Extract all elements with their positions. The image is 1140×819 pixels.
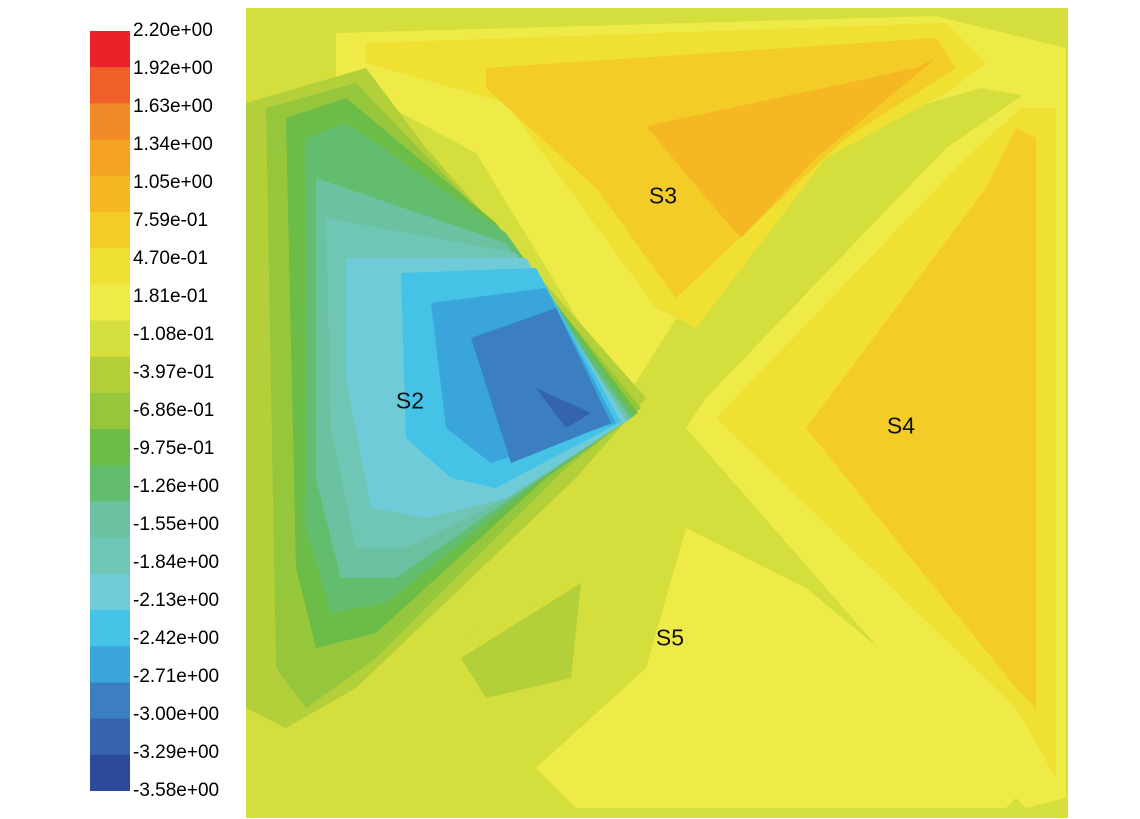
region-labels: S2 S3 S4 S5 [246,8,1068,818]
colorbar-tick-label: -3.00e+00 [133,704,220,725]
region-label-s3: S3 [648,182,678,209]
contour-band-s2-10 [471,308,611,463]
colorbar-swatch [90,573,130,611]
colorbar-tick-label: -2.13e+00 [133,590,220,611]
colorbar-swatch [90,356,130,394]
colorbar-swatch [90,501,130,539]
colorbar-tick-label: 1.63e+00 [133,96,213,117]
contour-band-s5-dark [461,583,581,698]
region-label-s4: S4 [886,412,916,439]
colorbar-tick-label: 7.59e-01 [133,210,209,231]
colorbar-swatch [90,31,130,68]
colorbar-swatch [90,646,130,683]
colorbar-tick-label: -1.55e+00 [133,514,220,535]
colorbar-swatch [90,320,130,358]
colorbar-tick-label: 2.20e+00 [133,20,213,41]
colorbar-swatch [90,175,130,213]
region-label-s5: S5 [655,624,685,651]
colorbar-tick-label: -3.29e+00 [133,742,220,763]
colorbar-swatch [90,103,130,141]
colorbar-swatch [90,465,130,502]
contour-band-s2-11 [536,388,591,428]
colorbar-tick-label: -1.84e+00 [133,552,220,573]
colorbar [90,31,130,791]
colorbar-tick-label: -6.86e-01 [133,400,215,421]
colorbar-tick-label: -3.97e-01 [133,362,215,383]
colorbar-tick-label: -9.75e-01 [133,438,215,459]
colorbar-swatch [90,392,130,430]
colorbar-tick-label: 4.70e-01 [133,248,209,269]
colorbar-swatch [90,67,130,104]
colorbar-swatch [90,211,130,249]
colorbar-swatch [90,682,130,720]
colorbar-tick-label: -1.26e+00 [133,476,220,497]
colorbar-swatch [90,718,130,756]
colorbar-labels: 2.20e+00 1.92e+00 1.63e+00 1.34e+00 1.05e+00… [133,0,253,819]
colorbar-tick-label: -2.42e+00 [133,628,220,649]
colorbar-swatch [90,284,130,322]
colorbar-swatch [90,248,130,285]
colorbar-tick-label: 1.34e+00 [133,134,213,155]
colorbar-swatch [90,429,130,466]
colorbar-tick-label: 1.05e+00 [133,172,213,193]
colorbar-swatch [90,139,130,177]
contour-plot [246,8,1068,818]
colorbar-tick-label: -2.71e+00 [133,666,220,687]
colorbar-swatch [90,537,130,575]
colorbar-tick-label: 1.92e+00 [133,58,213,79]
colorbar-swatch [90,754,130,791]
colorbar-tick-label: -1.08e-01 [133,324,215,345]
colorbar-swatch [90,610,130,647]
contour-band-s5 [536,528,1036,808]
contour-band-s4-mid [806,128,1036,708]
colorbar-tick-label: 1.81e-01 [133,286,209,307]
region-label-s2: S2 [395,387,425,414]
colorbar-tick-label: -3.58e+00 [133,780,220,801]
contour-band-s3-core [646,58,936,238]
